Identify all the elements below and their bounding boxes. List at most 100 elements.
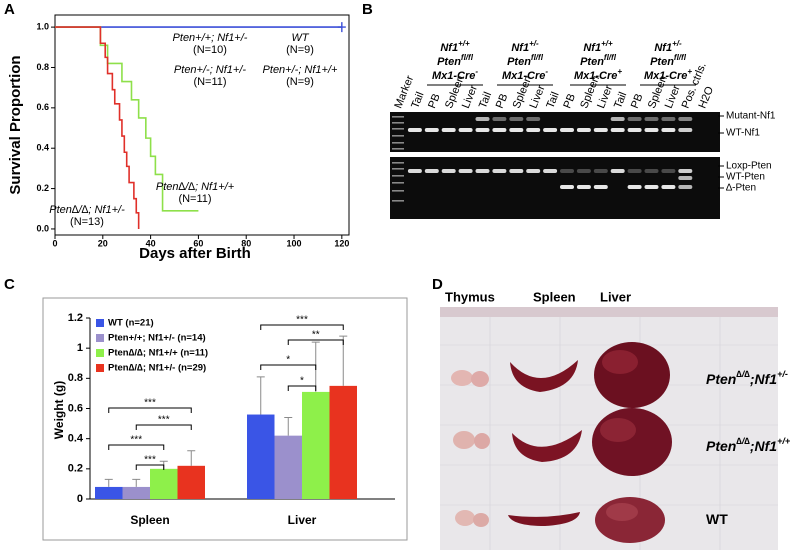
y-tick-label: 0.8: [36, 62, 49, 72]
gel-band: [678, 176, 693, 180]
significance-label: *: [300, 376, 304, 387]
organ-label: Spleen: [533, 289, 576, 304]
gene: Nf1: [583, 42, 601, 54]
gel-band: [560, 185, 574, 189]
annotation: Pten+/-; Nf1+/-: [174, 64, 246, 76]
bar: [329, 385, 357, 499]
ladder-band: [392, 116, 404, 118]
gel-band: [678, 185, 693, 189]
gel-band: [576, 185, 591, 189]
gel-band: [576, 169, 591, 173]
ladder-band: [392, 182, 404, 184]
gel-band: [644, 117, 659, 121]
group-header: Ptenfl/fl: [507, 53, 544, 68]
group-header: Ptenfl/fl: [437, 53, 474, 68]
bar: [122, 486, 150, 499]
gel-band: [509, 169, 524, 173]
ladder-band: [392, 122, 404, 124]
significance-bracket: [135, 464, 165, 470]
significance-bracket: [260, 364, 317, 370]
legend-label: WT (n=21): [108, 318, 154, 329]
x-tick-label: 20: [98, 238, 108, 248]
survival-curve: [55, 26, 199, 212]
genotype-sup: +/-: [777, 369, 788, 379]
panel-frame: [42, 297, 408, 541]
genotype-sup: +/-: [672, 39, 682, 48]
ladder-band: [392, 200, 404, 202]
genotype-label: WT: [706, 511, 728, 527]
gel-band: [526, 169, 541, 173]
survival-curve: [55, 26, 140, 229]
organs: [451, 342, 672, 543]
y-tick-label: 0.6: [36, 102, 49, 112]
gel-band: [661, 185, 676, 189]
gel-band: [644, 128, 659, 132]
annotation: Pten∆/∆; Nf1+/+: [156, 181, 235, 193]
y-tick-label: 0.2: [36, 183, 49, 193]
gene: Mx1-Cre: [644, 70, 687, 82]
group-header: Ptenfl/fl: [650, 53, 687, 68]
annotation: (N=9): [286, 44, 314, 56]
significance-bracket: [260, 324, 344, 330]
x-tick-label: 60: [193, 238, 203, 248]
lane-label: PB: [561, 92, 578, 110]
x-tick-label: Liver: [288, 513, 317, 527]
y-tick-label: 1: [77, 342, 83, 354]
gene: Mx1-Cre: [502, 70, 545, 82]
legend-label: Pten+/+; Nf1+/- (n=14): [108, 333, 206, 344]
y-tick-label: 0.6: [68, 402, 83, 414]
gel-band: [610, 169, 625, 173]
group-header: Mx1-Cre-: [502, 67, 548, 82]
bar: [150, 468, 178, 499]
gel-band: [627, 185, 642, 189]
significance-label: *: [286, 355, 290, 366]
x-tick-label: 0: [52, 238, 57, 248]
group-header: Ptenfl/fl: [580, 53, 617, 68]
significance-label: ***: [144, 398, 156, 409]
annotation: (N=13): [70, 216, 104, 228]
x-axis-label: Days after Birth: [139, 245, 251, 262]
gel-band: [593, 128, 608, 132]
censor-mark: [337, 22, 346, 33]
gel-band: [593, 185, 608, 189]
ruler: [440, 307, 778, 317]
significance-label: ***: [158, 415, 170, 426]
annotation: Pten∆/∆; Nf1+/-: [49, 204, 125, 216]
gel-band: [560, 169, 574, 173]
gel-band: [678, 128, 693, 132]
ladder-band: [392, 190, 404, 192]
genotype-label: Pten∆/∆;Nf1+/+: [706, 436, 791, 453]
error-bar: [284, 417, 293, 436]
significance-bracket: [108, 407, 192, 413]
gene: Pten: [507, 56, 531, 68]
gene: Pten: [650, 56, 674, 68]
gel-band: [441, 169, 456, 173]
ladder-band: [392, 142, 404, 144]
annotation: (N=9): [286, 76, 314, 88]
y-tick-label: 0.0: [36, 223, 49, 233]
gene: ;Nf1: [750, 371, 777, 387]
genotype-sup: fl/fl: [531, 53, 544, 62]
genotype-sup: ∆/∆: [736, 436, 750, 446]
lane-label: Tail: [409, 90, 426, 110]
annotation: Pten+/+; Nf1+/-: [173, 32, 248, 44]
y-tick-label: 0.2: [68, 463, 83, 475]
x-tick-label: Spleen: [130, 513, 169, 527]
gel-band: [543, 128, 558, 132]
gel-band: [610, 128, 625, 132]
significance-bracket: [108, 444, 165, 450]
gel-band: [509, 117, 524, 121]
legend-swatch: [96, 334, 104, 342]
genotype-sup: fl/fl: [461, 53, 474, 62]
gel-band: [458, 169, 473, 173]
genotype-label: Pten∆/∆;Nf1+/-: [706, 369, 788, 386]
panel-label: B: [362, 1, 373, 18]
gel-band: [509, 128, 524, 132]
y-tick-label: 1.0: [36, 21, 49, 31]
ladder-band: [392, 175, 404, 177]
ladder-band: [392, 135, 404, 137]
gene: Pten: [437, 56, 461, 68]
gene: Pten: [706, 371, 736, 387]
gel-band: [610, 117, 625, 121]
gel-band: [475, 169, 490, 173]
